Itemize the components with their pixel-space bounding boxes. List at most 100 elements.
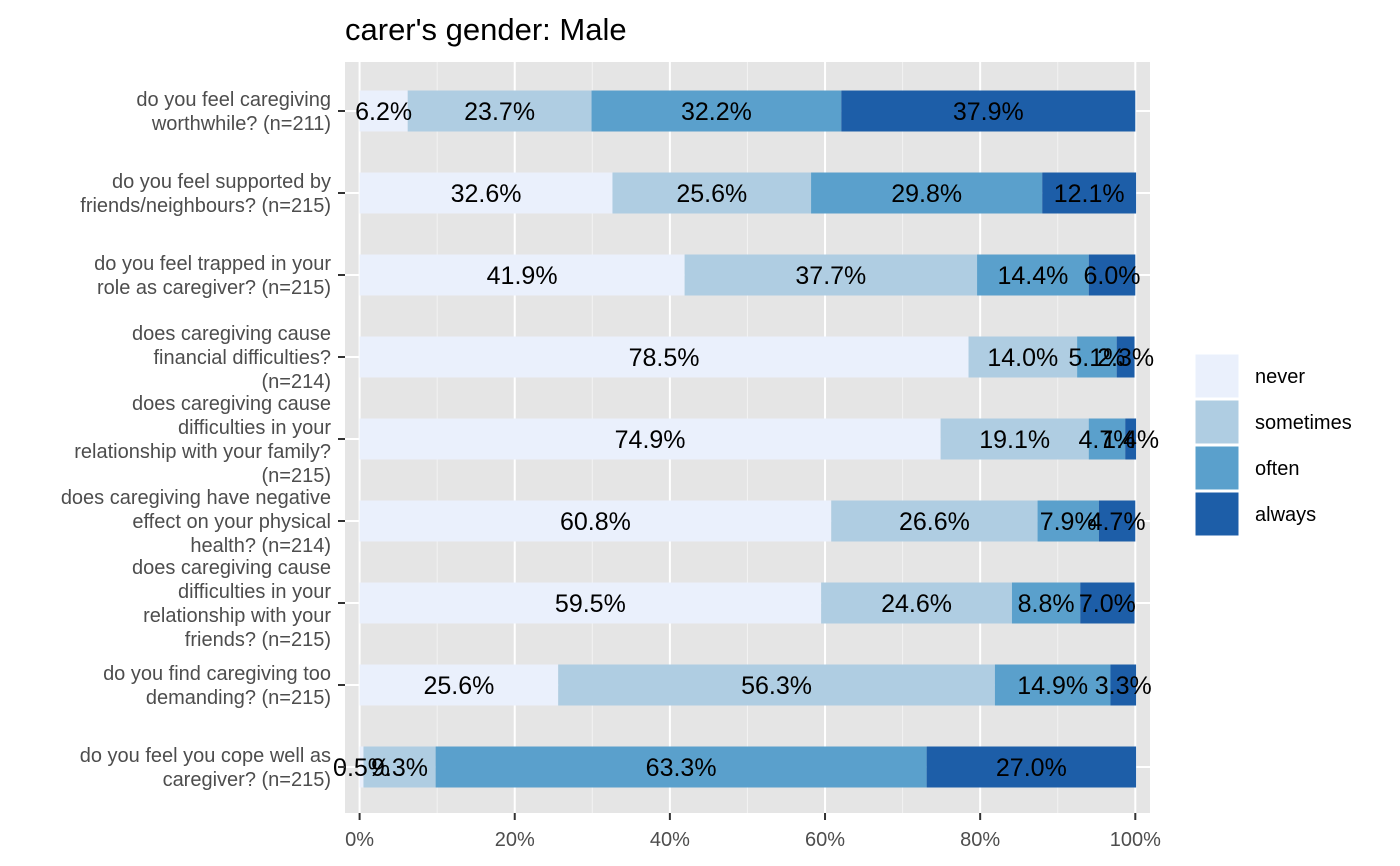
bar-segment-often — [994, 664, 1111, 706]
segment-label: 12.1% — [1054, 180, 1125, 208]
bar-segment-often — [1088, 418, 1126, 460]
segment-label: 63.3% — [646, 754, 717, 782]
segment-label: 25.6% — [676, 180, 747, 208]
segment-label: 14.9% — [1017, 672, 1088, 700]
bar-segment-sometimes — [821, 582, 1012, 624]
segment-label: 7.9% — [1040, 508, 1097, 536]
category-label: do you find caregiving too demanding? (n=… — [103, 663, 331, 709]
legend-label: always — [1255, 504, 1316, 526]
category-label: does caregiving cause difficulties in you… — [74, 393, 331, 487]
bar-segment-always — [1098, 500, 1136, 542]
category-labels: do you feel caregiving worthwhile? (n=211… — [61, 89, 345, 791]
category-label: does caregiving cause difficulties in you… — [132, 557, 331, 651]
segment-label: 37.9% — [953, 98, 1024, 126]
category-label: does caregiving have negative effect on y… — [61, 487, 331, 557]
x-tick-label: 20% — [495, 829, 535, 851]
chart-title: carer's gender: Male — [345, 12, 627, 47]
segment-label: 1.4% — [1102, 426, 1159, 454]
category-label: do you feel caregiving worthwhile? (n=211… — [136, 89, 331, 135]
bar-segment-often — [1037, 500, 1099, 542]
bar-segment-always — [1116, 336, 1135, 378]
legend-key-often — [1194, 445, 1240, 491]
bar-segment-often — [977, 254, 1089, 296]
bar-segment-never — [359, 172, 613, 214]
bar-segment-sometimes — [612, 172, 812, 214]
legend-label: never — [1255, 366, 1305, 388]
segment-label: 9.3% — [371, 754, 428, 782]
category-label: does caregiving cause financial difficult… — [132, 323, 331, 393]
segment-label: 6.0% — [1084, 262, 1141, 290]
segment-label: 60.8% — [560, 508, 631, 536]
category-label: do you feel trapped in your role as careg… — [94, 253, 331, 299]
segment-label: 37.7% — [795, 262, 866, 290]
bar-segment-always — [1042, 172, 1137, 214]
bar-segment-always — [1110, 664, 1137, 706]
segment-label: 23.7% — [464, 98, 535, 126]
bar-segment-sometimes — [363, 746, 436, 788]
legend-label: sometimes — [1255, 412, 1352, 434]
category-label: do you feel supported by friends/neighbou… — [80, 171, 331, 217]
bar-segment-sometimes — [407, 90, 592, 132]
legend: never sometimes often always — [1194, 353, 1352, 537]
bar-segment-often — [1011, 582, 1081, 624]
segment-label: 41.9% — [487, 262, 558, 290]
legend-key-always — [1194, 491, 1240, 537]
x-tick-label: 100% — [1110, 829, 1161, 851]
segment-label: 27.0% — [996, 754, 1067, 782]
legend-key-never — [1194, 353, 1240, 399]
segment-label: 26.6% — [899, 508, 970, 536]
segment-label: 3.3% — [1095, 672, 1152, 700]
category-label: do you feel you cope well as caregiver? (… — [80, 745, 331, 791]
x-tick-label: 80% — [960, 829, 1000, 851]
legend-label: often — [1255, 458, 1299, 480]
legend-key-sometimes — [1194, 399, 1240, 445]
segment-label: 29.8% — [891, 180, 962, 208]
segment-label: 2.3% — [1097, 344, 1154, 372]
segment-label: 25.6% — [423, 672, 494, 700]
segment-label: 7.0% — [1079, 590, 1136, 618]
segment-label: 32.2% — [681, 98, 752, 126]
segment-label: 4.7% — [1089, 508, 1146, 536]
x-tick-label: 60% — [805, 829, 845, 851]
x-tick-label: 40% — [650, 829, 690, 851]
bar-segment-often — [1077, 336, 1117, 378]
bar-segment-never — [359, 336, 969, 378]
bar-segment-always — [841, 90, 1136, 132]
bar-segment-often — [591, 90, 842, 132]
bar-segment-never — [359, 746, 364, 788]
segment-label: 74.9% — [615, 426, 686, 454]
segment-label: 32.6% — [451, 180, 522, 208]
x-tick-label: 0% — [345, 829, 374, 851]
segment-label: 4.7% — [1078, 426, 1135, 454]
segment-label: 19.1% — [979, 426, 1050, 454]
segment-label: 5.1% — [1068, 344, 1125, 372]
bar-segment-always — [926, 746, 1137, 788]
x-axis: 0% 20% 40% 60% 80% 100% — [345, 813, 1161, 851]
bar-segment-never — [359, 418, 941, 460]
bar-segment-sometimes — [558, 664, 995, 706]
bar-segment-never — [359, 254, 685, 296]
segment-labels: 6.2% 23.7% 32.2% 37.9% 32.6% 25.6% 29.8% 12.1% 4… — [333, 98, 1159, 782]
segment-label: 24.6% — [881, 590, 952, 618]
segment-label: 56.3% — [741, 672, 812, 700]
bar-segment-sometimes — [684, 254, 978, 296]
segment-label: 78.5% — [629, 344, 700, 372]
bar-segment-never — [359, 90, 408, 132]
segment-label: 59.5% — [555, 590, 626, 618]
segment-label: 6.2% — [355, 98, 412, 126]
bar-segment-never — [359, 582, 822, 624]
bar-segment-often — [811, 172, 1043, 214]
bar-segment-never — [359, 500, 832, 542]
bar-segment-never — [359, 664, 559, 706]
bar-segment-always — [1080, 582, 1135, 624]
bar-segments — [359, 90, 1137, 788]
segment-label: 14.4% — [997, 262, 1068, 290]
bar-segment-sometimes — [940, 418, 1089, 460]
bar-segment-sometimes — [968, 336, 1078, 378]
bar-segment-often — [435, 746, 927, 788]
bar-segment-always — [1125, 418, 1137, 460]
segment-label: 8.8% — [1018, 590, 1075, 618]
bar-segment-sometimes — [831, 500, 1038, 542]
segment-label: 14.0% — [987, 344, 1058, 372]
